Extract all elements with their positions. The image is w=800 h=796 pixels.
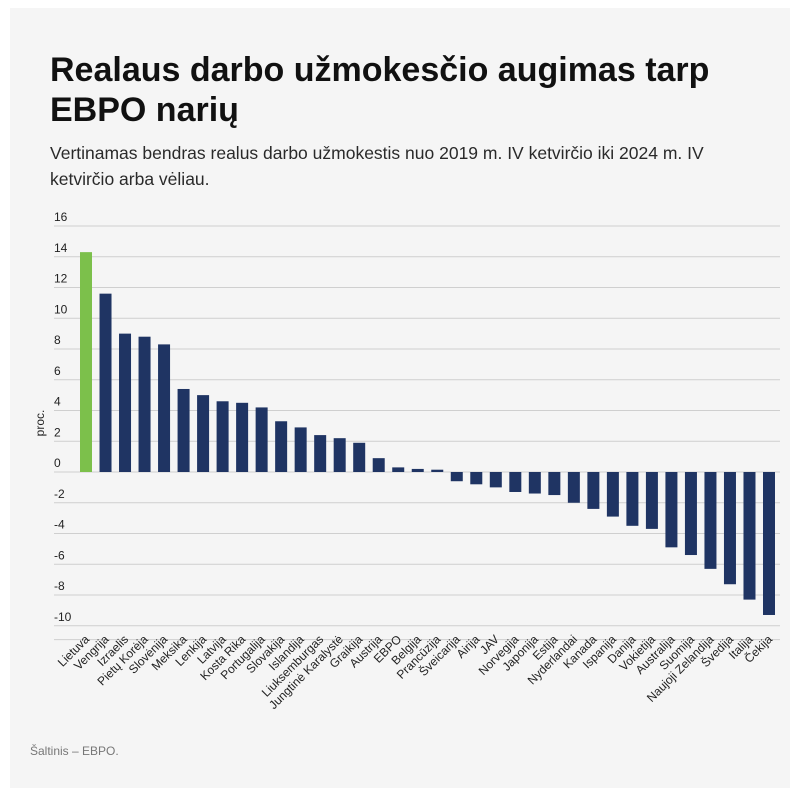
bar [236,402,249,472]
source-note: Šaltinis – EBPO. [30,744,119,758]
bar [255,407,268,472]
bar [704,472,717,569]
bar [333,438,346,472]
y-tick-label: 4 [54,395,61,409]
bar [99,293,112,472]
y-tick-label: 16 [54,210,68,224]
bar [509,472,522,492]
bar [665,472,678,548]
bar [645,472,658,529]
bar [548,472,561,496]
bar [684,472,697,556]
y-tick-label: 0 [54,456,61,470]
bar [567,472,580,503]
y-tick-label: 14 [54,241,68,255]
bar [197,395,210,472]
y-tick-label: -8 [54,579,65,593]
y-tick-label: 6 [54,364,61,378]
bar [138,336,151,472]
bar [119,333,132,472]
bar [431,469,444,472]
y-axis-ticks: 16 14 12 10 8 6 4 2 0 -2 -4 -6 -8 -10 [54,210,72,624]
bar [411,468,424,472]
y-tick-label: 10 [54,302,68,316]
bar [392,467,405,472]
bar [723,472,736,585]
y-tick-label: 8 [54,333,61,347]
y-tick-label: -4 [54,518,65,532]
bar [372,458,385,472]
bar [528,472,541,494]
bar [177,388,190,472]
chart-subtitle: Vertinamas bendras realus darbo užmokest… [50,143,704,189]
bars [80,252,775,615]
bar [626,472,639,526]
bar [216,401,229,472]
y-tick-label: 2 [54,425,61,439]
bar [275,421,288,472]
y-axis-label: proc. [33,410,47,437]
bar [489,472,502,488]
bar [763,472,775,615]
bar [294,427,307,472]
y-tick-label: -10 [54,610,72,624]
bar [314,435,327,472]
bar [353,442,366,472]
gridlines [54,225,780,641]
chart-title: Realaus darbo užmokesčio augimas tarp EB… [50,51,710,129]
bar [470,472,483,485]
y-tick-label: -6 [54,548,65,562]
bar [606,472,619,517]
bar [80,252,92,472]
y-tick-label: 12 [54,272,68,286]
bar [450,472,463,482]
y-tick-label: -2 [54,487,65,501]
bar [743,472,756,600]
bar [158,344,171,472]
bar [587,472,600,509]
